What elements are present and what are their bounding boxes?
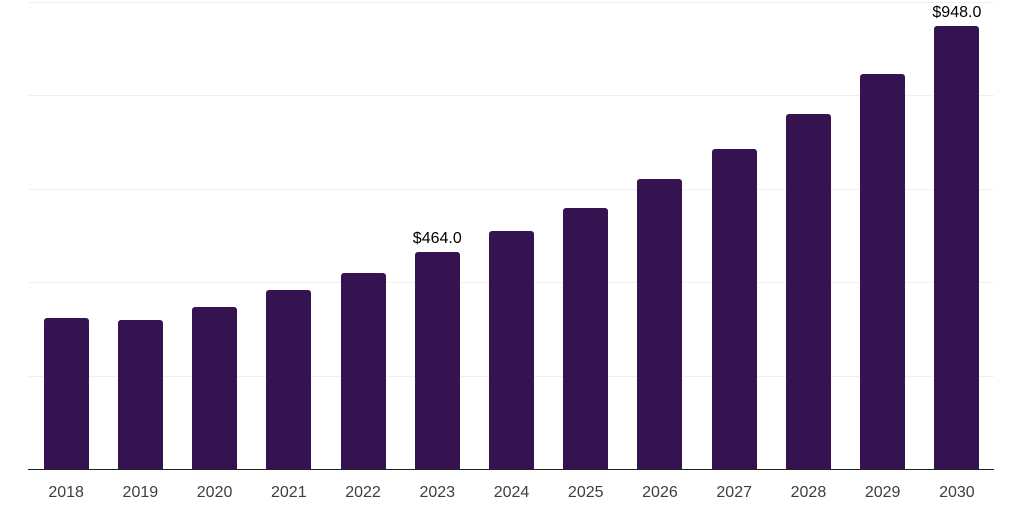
bar-2021[interactable] bbox=[266, 290, 311, 469]
x-label-2019: 2019 bbox=[122, 484, 159, 501]
x-label-2021: 2021 bbox=[271, 484, 307, 501]
plot-area: $464.0 $948.0 bbox=[29, 2, 994, 469]
value-label-2030: $948.0 bbox=[932, 4, 982, 21]
x-label-2026: 2026 bbox=[642, 484, 678, 501]
bar-2020[interactable] bbox=[192, 307, 237, 469]
x-label-2029: 2029 bbox=[864, 484, 901, 501]
value-label-2023: $464.0 bbox=[412, 230, 462, 247]
bar-2019[interactable] bbox=[118, 320, 163, 469]
bar-2027[interactable] bbox=[712, 149, 757, 469]
x-label-2028: 2028 bbox=[790, 484, 827, 501]
x-axis-labels: 2018 2019 2020 2021 2022 2023 2024 2025 2026 2027… bbox=[29, 485, 994, 505]
bar-2023[interactable] bbox=[415, 252, 460, 469]
bar-2029[interactable] bbox=[860, 74, 905, 469]
x-label-2024: 2024 bbox=[493, 484, 530, 501]
x-label-2027: 2027 bbox=[716, 484, 752, 501]
bar-2025[interactable] bbox=[563, 208, 608, 469]
x-label-2023: 2023 bbox=[419, 484, 456, 501]
x-axis-line bbox=[28, 469, 994, 470]
gridline-600 bbox=[29, 189, 994, 190]
x-label-2020: 2020 bbox=[196, 484, 233, 501]
x-label-2018: 2018 bbox=[48, 484, 84, 501]
bar-2026[interactable] bbox=[637, 179, 682, 469]
bar-2018[interactable] bbox=[44, 318, 89, 469]
x-label-2022: 2022 bbox=[345, 484, 381, 501]
bar-2024[interactable] bbox=[489, 231, 534, 469]
gridline-800 bbox=[29, 95, 994, 96]
x-label-2030: 2030 bbox=[939, 484, 975, 501]
bar-2022[interactable] bbox=[341, 273, 386, 469]
bar-2030[interactable] bbox=[934, 26, 979, 469]
x-label-2025: 2025 bbox=[567, 484, 604, 501]
gridline-1000 bbox=[29, 2, 994, 3]
bar-2028[interactable] bbox=[786, 114, 831, 469]
